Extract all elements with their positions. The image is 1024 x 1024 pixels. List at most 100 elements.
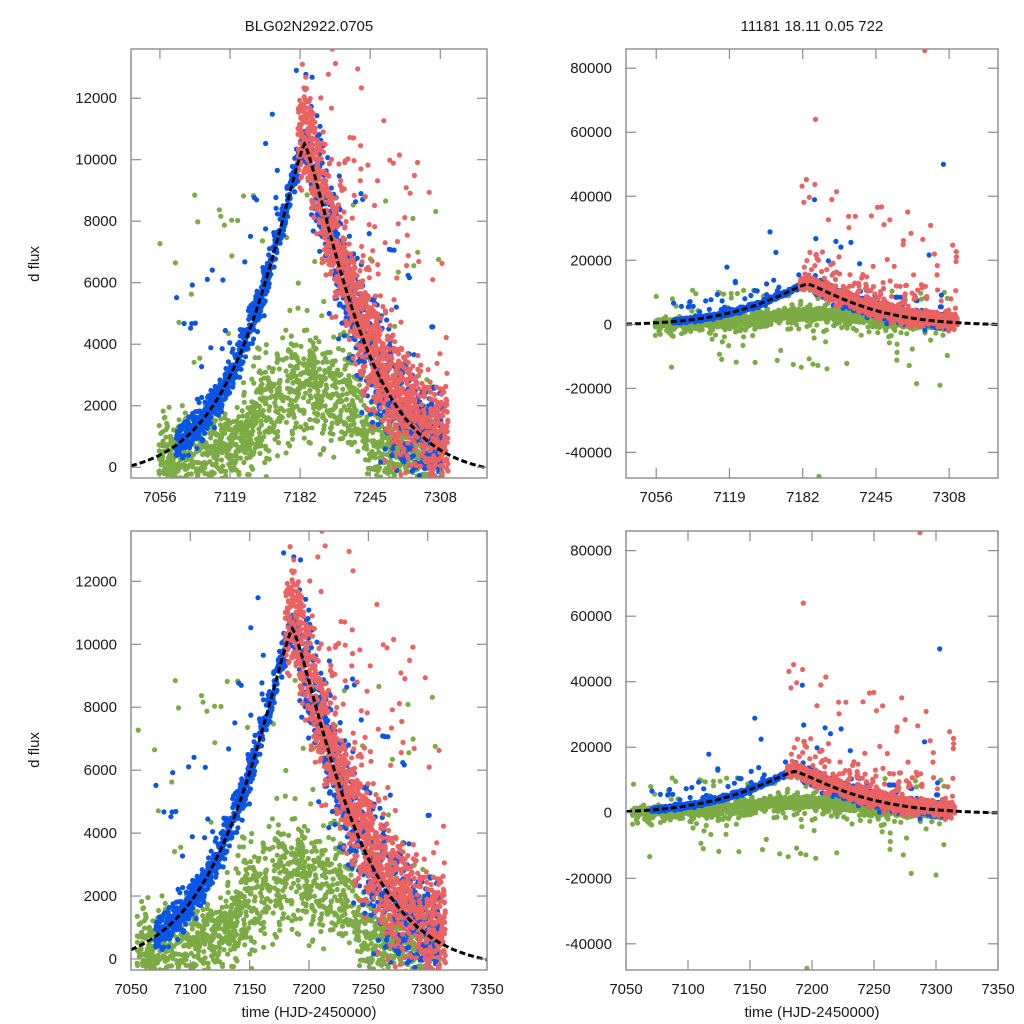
data-point-red bbox=[394, 432, 400, 438]
data-point-green bbox=[372, 464, 378, 470]
data-point-green bbox=[167, 434, 173, 440]
data-point-green bbox=[198, 460, 205, 466]
data-point-blue bbox=[197, 408, 203, 414]
data-point-green bbox=[262, 369, 268, 375]
data-point-blue bbox=[188, 325, 194, 331]
data-point-red bbox=[429, 418, 435, 425]
data-point-green bbox=[303, 421, 309, 427]
data-point-green bbox=[334, 368, 340, 374]
data-point-blue bbox=[199, 394, 205, 401]
data-point-red bbox=[404, 380, 410, 387]
data-point-red bbox=[382, 457, 388, 463]
data-point-red bbox=[329, 225, 335, 231]
data-point-red bbox=[426, 384, 432, 391]
data-point-red bbox=[428, 413, 434, 419]
data-point-red bbox=[393, 450, 399, 457]
data-point-red bbox=[340, 249, 346, 256]
data-point-red bbox=[370, 324, 376, 330]
data-point-red bbox=[381, 400, 387, 406]
data-point-blue bbox=[358, 191, 364, 197]
data-point-green bbox=[165, 467, 171, 473]
data-point-red bbox=[304, 115, 310, 121]
data-point-red bbox=[445, 417, 451, 423]
data-point-green bbox=[313, 335, 319, 341]
data-point-red bbox=[314, 205, 320, 211]
data-point-green bbox=[288, 333, 294, 339]
data-point-green bbox=[168, 481, 173, 486]
data-point-red bbox=[361, 345, 367, 351]
data-point-green bbox=[252, 421, 258, 427]
data-point-green bbox=[256, 369, 262, 375]
data-point-red bbox=[365, 315, 371, 321]
data-point-green bbox=[294, 389, 300, 396]
series-red bbox=[295, 49, 451, 487]
data-point-green bbox=[197, 467, 203, 473]
data-point-green bbox=[270, 366, 276, 372]
data-point-green bbox=[247, 451, 254, 457]
data-point-green bbox=[241, 399, 247, 405]
data-point-green bbox=[366, 451, 373, 457]
data-point-green bbox=[232, 434, 238, 440]
data-point-green bbox=[407, 494, 412, 499]
data-point-green bbox=[266, 407, 272, 413]
data-point-red bbox=[359, 300, 365, 306]
data-point-red bbox=[318, 156, 324, 162]
data-point-blue bbox=[196, 399, 202, 406]
data-point-green bbox=[172, 482, 177, 487]
y-tick-label: 0 bbox=[109, 459, 117, 476]
data-point-green bbox=[310, 382, 316, 388]
data-point-green bbox=[264, 428, 270, 434]
data-point-green bbox=[261, 434, 267, 440]
data-point-green bbox=[249, 376, 255, 382]
data-point-red bbox=[310, 116, 316, 122]
data-point-red bbox=[322, 141, 328, 147]
data-point-green bbox=[187, 462, 193, 468]
data-point-green bbox=[161, 513, 166, 518]
data-point-green bbox=[371, 440, 378, 446]
data-point-red bbox=[325, 248, 332, 254]
data-point-green bbox=[351, 403, 357, 409]
data-point-red bbox=[439, 462, 446, 468]
data-point-red bbox=[340, 238, 347, 245]
data-point-green bbox=[198, 444, 204, 450]
data-point-green bbox=[312, 361, 318, 367]
x-tick-label: 7245 bbox=[354, 489, 387, 506]
data-point-red bbox=[364, 385, 370, 391]
data-point-green bbox=[403, 504, 408, 509]
data-point-green bbox=[311, 365, 317, 371]
data-point-green bbox=[257, 412, 263, 418]
data-point-green bbox=[338, 399, 344, 405]
data-point-green bbox=[312, 346, 319, 352]
data-point-red bbox=[319, 220, 326, 227]
data-point-red bbox=[398, 345, 404, 351]
data-point-green bbox=[301, 327, 307, 334]
data-point-blue bbox=[266, 246, 273, 252]
data-point-red bbox=[341, 209, 347, 215]
y-tick-label: 4000 bbox=[84, 336, 117, 353]
data-point-green bbox=[202, 444, 208, 450]
data-point-green bbox=[221, 222, 227, 228]
data-point-blue bbox=[213, 385, 219, 392]
data-point-red bbox=[382, 308, 388, 314]
data-point-red bbox=[374, 178, 381, 184]
data-point-green bbox=[709, 336, 715, 342]
data-point-red bbox=[347, 251, 354, 257]
data-point-red bbox=[440, 482, 445, 487]
data-point-green bbox=[378, 474, 384, 478]
data-point-red bbox=[346, 241, 352, 247]
data-point-green bbox=[233, 458, 239, 464]
data-point-green bbox=[167, 483, 172, 488]
data-point-blue bbox=[393, 304, 399, 310]
data-point-red bbox=[335, 266, 341, 272]
data-point-red bbox=[407, 409, 413, 415]
data-point-red bbox=[320, 149, 326, 155]
data-point-red bbox=[332, 60, 338, 67]
data-point-green bbox=[189, 480, 194, 485]
data-point-green bbox=[353, 408, 359, 414]
data-point-red bbox=[315, 171, 321, 177]
data-point-red bbox=[412, 390, 418, 396]
data-point-red bbox=[341, 186, 347, 192]
data-point-green bbox=[752, 359, 758, 365]
data-point-red bbox=[347, 289, 353, 295]
data-point-red bbox=[405, 440, 411, 446]
